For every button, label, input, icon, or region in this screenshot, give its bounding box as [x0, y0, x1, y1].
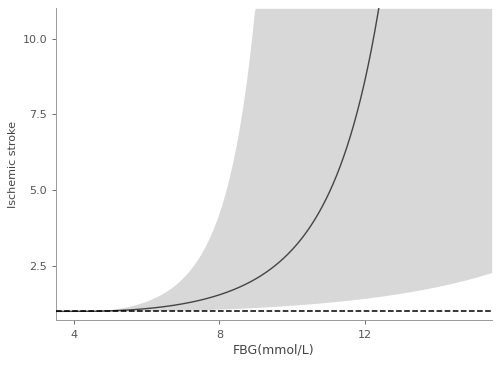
Y-axis label: Ischemic stroke: Ischemic stroke [8, 121, 18, 208]
X-axis label: FBG(mmol/L): FBG(mmol/L) [233, 344, 314, 357]
